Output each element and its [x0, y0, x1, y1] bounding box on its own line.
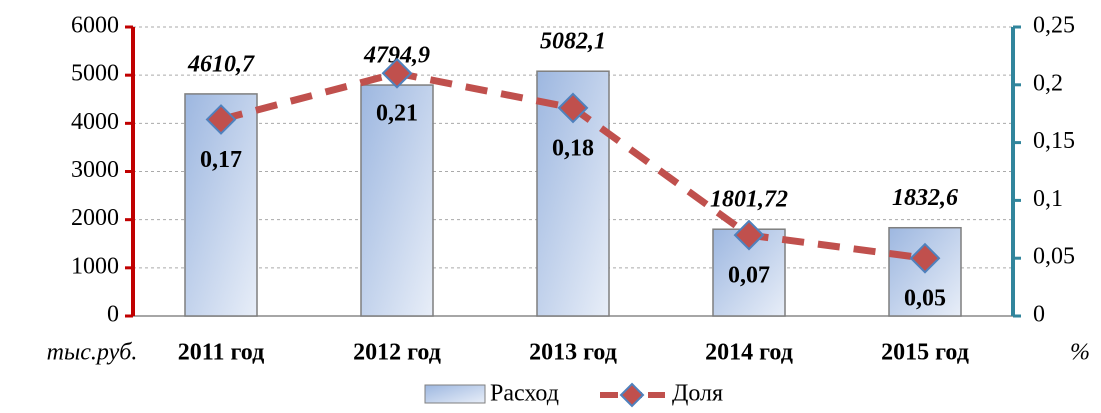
y-tick-label: 0 [107, 302, 119, 328]
y-axis-label: тыс.руб. [47, 340, 138, 366]
y2-tick-label: 0,25 [1033, 13, 1075, 39]
y-tick-label: 4000 [71, 109, 119, 135]
y-tick-label: 2000 [71, 205, 119, 231]
x-tick-label: 2014 год [705, 340, 793, 366]
line-value-label: 0,05 [904, 286, 946, 312]
bar-value-label: 1801,72 [710, 187, 788, 213]
y2-tick-label: 0,1 [1033, 186, 1063, 212]
marker [205, 104, 237, 135]
line-value-label: 0,18 [552, 135, 594, 161]
legend-swatch [424, 384, 486, 404]
bar-value-label: 5082,1 [540, 29, 606, 55]
line-value-label: 0,17 [200, 147, 242, 173]
y-tick-label: 3000 [71, 157, 119, 183]
marker [381, 57, 413, 89]
line-value-label: 0,07 [728, 263, 770, 289]
y2-axis-label: % [1070, 340, 1090, 366]
bar-value-label: 4610,7 [187, 51, 255, 77]
x-tick-label: 2011 год [178, 340, 264, 366]
bar-value-label: 1832,6 [892, 185, 958, 211]
y2-tick-label: 0 [1033, 302, 1045, 328]
legend-label: Доля [672, 381, 723, 407]
y2-tick-label: 0,05 [1033, 244, 1075, 270]
y2-tick-label: 0,15 [1033, 128, 1075, 154]
marker [557, 92, 589, 124]
legend-label: Расход [490, 381, 559, 407]
marker [909, 242, 941, 274]
legend-marker [619, 382, 645, 408]
marker [733, 219, 765, 251]
line-value-label: 0,21 [376, 101, 418, 127]
x-tick-label: 2013 год [529, 340, 617, 366]
x-tick-label: 2015 год [881, 340, 969, 366]
y-tick-label: 6000 [71, 13, 119, 39]
y-tick-label: 5000 [71, 61, 119, 87]
x-tick-label: 2012 год [353, 340, 441, 366]
bar [360, 84, 434, 317]
y2-tick-label: 0,2 [1033, 70, 1063, 96]
y-tick-label: 1000 [71, 253, 119, 279]
